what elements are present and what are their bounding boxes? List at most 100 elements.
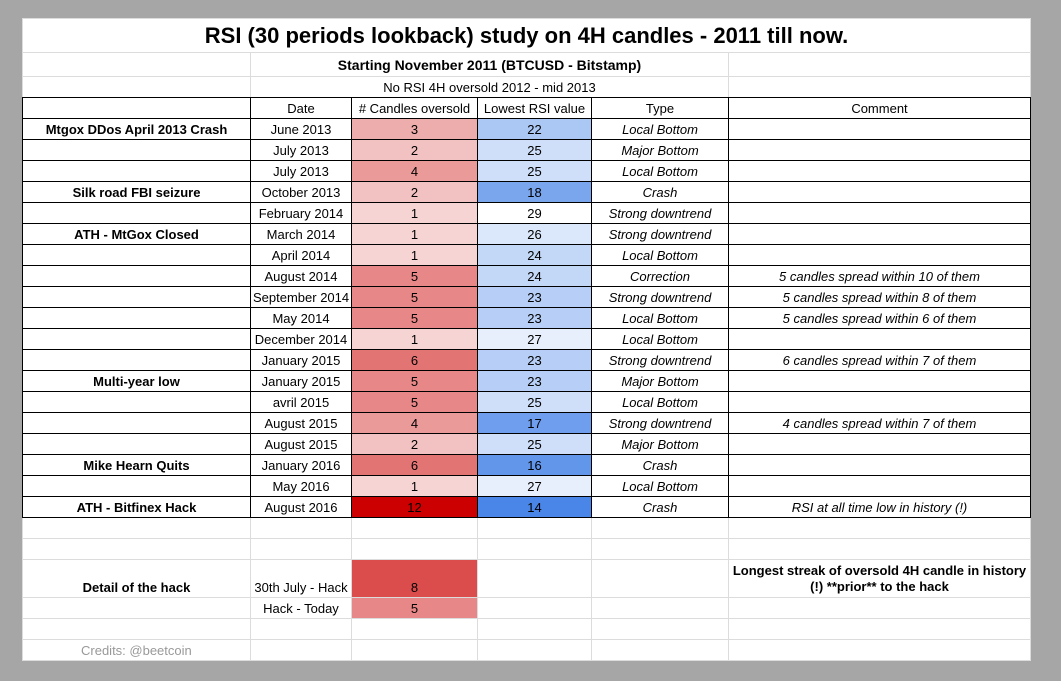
type: Strong downtrend	[591, 286, 729, 308]
cell	[728, 433, 1031, 455]
header-row: Date # Candles oversold Lowest RSI value Ty…	[22, 97, 1031, 119]
lowest-rsi: 23	[477, 349, 592, 371]
cell	[351, 618, 478, 640]
type: Crash	[591, 496, 729, 518]
candles-oversold: 1	[351, 244, 478, 266]
date: August 2016	[250, 496, 352, 518]
header: Date	[250, 97, 352, 119]
cell	[22, 265, 251, 287]
event-label: ATH - MtGox Closed	[22, 223, 251, 245]
date: August 2014	[250, 265, 352, 287]
cell	[22, 475, 251, 497]
cell	[591, 517, 729, 539]
lowest-rsi: 17	[477, 412, 592, 434]
type: Local Bottom	[591, 328, 729, 350]
event-label: Mike Hearn Quits	[22, 454, 251, 476]
candles-oversold: 1	[351, 223, 478, 245]
type: Local Bottom	[591, 244, 729, 266]
comment: 5 candles spread within 6 of them	[728, 307, 1031, 329]
cell	[477, 639, 592, 661]
header: # Candles oversold	[351, 97, 478, 119]
cell	[22, 160, 251, 182]
candles-oversold: 2	[351, 433, 478, 455]
lowest-rsi: 27	[477, 475, 592, 497]
data-row: Multi-year low January 2015 5 23 Major Botto…	[22, 370, 1031, 392]
comment: 4 candles spread within 7 of them	[728, 412, 1031, 434]
hack-comment: Longest streak of oversold 4H candle in …	[728, 559, 1031, 598]
cell	[477, 559, 592, 598]
lowest-rsi: 23	[477, 307, 592, 329]
cell	[728, 202, 1031, 224]
candles-oversold: 12	[351, 496, 478, 518]
event-label: ATH - Bitfinex Hack	[22, 496, 251, 518]
data-row: July 2013 4 25 Local Bottom	[22, 160, 1031, 182]
type: Local Bottom	[591, 160, 729, 182]
date: Hack - Today	[250, 597, 352, 619]
type: Strong downtrend	[591, 349, 729, 371]
cell	[728, 244, 1031, 266]
date: July 2013	[250, 160, 352, 182]
subtitle-row: Starting November 2011 (BTCUSD - Bitstam…	[22, 52, 1031, 77]
cell	[591, 597, 729, 619]
lowest-rsi: 22	[477, 118, 592, 140]
type: Local Bottom	[591, 118, 729, 140]
lowest-rsi: 14	[477, 496, 592, 518]
cell	[728, 370, 1031, 392]
cell	[22, 286, 251, 308]
type: Strong downtrend	[591, 412, 729, 434]
date: August 2015	[250, 433, 352, 455]
date: August 2015	[250, 412, 352, 434]
cell	[250, 639, 352, 661]
cell	[477, 597, 592, 619]
candles-oversold: 2	[351, 139, 478, 161]
hack-row: Hack - Today 5	[22, 597, 1031, 619]
data-row: ATH - Bitfinex Hack August 2016 12 14 Crash R…	[22, 496, 1031, 518]
cell	[477, 517, 592, 539]
cell	[728, 328, 1031, 350]
type: Major Bottom	[591, 433, 729, 455]
cell	[728, 597, 1031, 619]
type: Correction	[591, 265, 729, 287]
date: March 2014	[250, 223, 352, 245]
type: Crash	[591, 454, 729, 476]
candles-oversold: 5	[351, 597, 478, 619]
cell	[22, 391, 251, 413]
event-label: Silk road FBI seizure	[22, 181, 251, 203]
candles-oversold: 6	[351, 454, 478, 476]
date: October 2013	[250, 181, 352, 203]
cell	[22, 517, 251, 539]
type: Major Bottom	[591, 370, 729, 392]
type: Local Bottom	[591, 475, 729, 497]
cell	[728, 139, 1031, 161]
data-row: avril 2015 5 25 Local Bottom	[22, 391, 1031, 413]
sheet-body: RSI (30 periods lookback) study on 4H ca…	[22, 18, 1031, 661]
cell	[591, 618, 729, 640]
lowest-rsi: 16	[477, 454, 592, 476]
candles-oversold: 5	[351, 286, 478, 308]
cell	[728, 181, 1031, 203]
cell	[477, 538, 592, 560]
cell	[22, 52, 251, 77]
candles-oversold: 4	[351, 412, 478, 434]
data-row: May 2016 1 27 Local Bottom	[22, 475, 1031, 497]
cell	[728, 475, 1031, 497]
empty-row	[22, 517, 1031, 539]
date: January 2015	[250, 370, 352, 392]
cell	[22, 307, 251, 329]
cell	[22, 349, 251, 371]
data-row: August 2015 4 17 Strong downtrend 4 candles …	[22, 412, 1031, 434]
lowest-rsi: 24	[477, 265, 592, 287]
lowest-rsi: 25	[477, 160, 592, 182]
data-row: August 2015 2 25 Major Bottom	[22, 433, 1031, 455]
title: RSI (30 periods lookback) study on 4H ca…	[22, 18, 1031, 53]
cell	[728, 160, 1031, 182]
subtitle: Starting November 2011 (BTCUSD - Bitstam…	[250, 52, 729, 77]
hack-row: Detail of the hack 30th July - Hack 8 Longe…	[22, 559, 1031, 598]
data-row: ATH - MtGox Closed March 2014 1 26 Strong do…	[22, 223, 1031, 245]
candles-oversold: 6	[351, 349, 478, 371]
data-row: May 2014 5 23 Local Bottom 5 candles spread …	[22, 307, 1031, 329]
cell	[351, 517, 478, 539]
cell	[22, 97, 251, 119]
candles-oversold: 1	[351, 328, 478, 350]
lowest-rsi: 29	[477, 202, 592, 224]
